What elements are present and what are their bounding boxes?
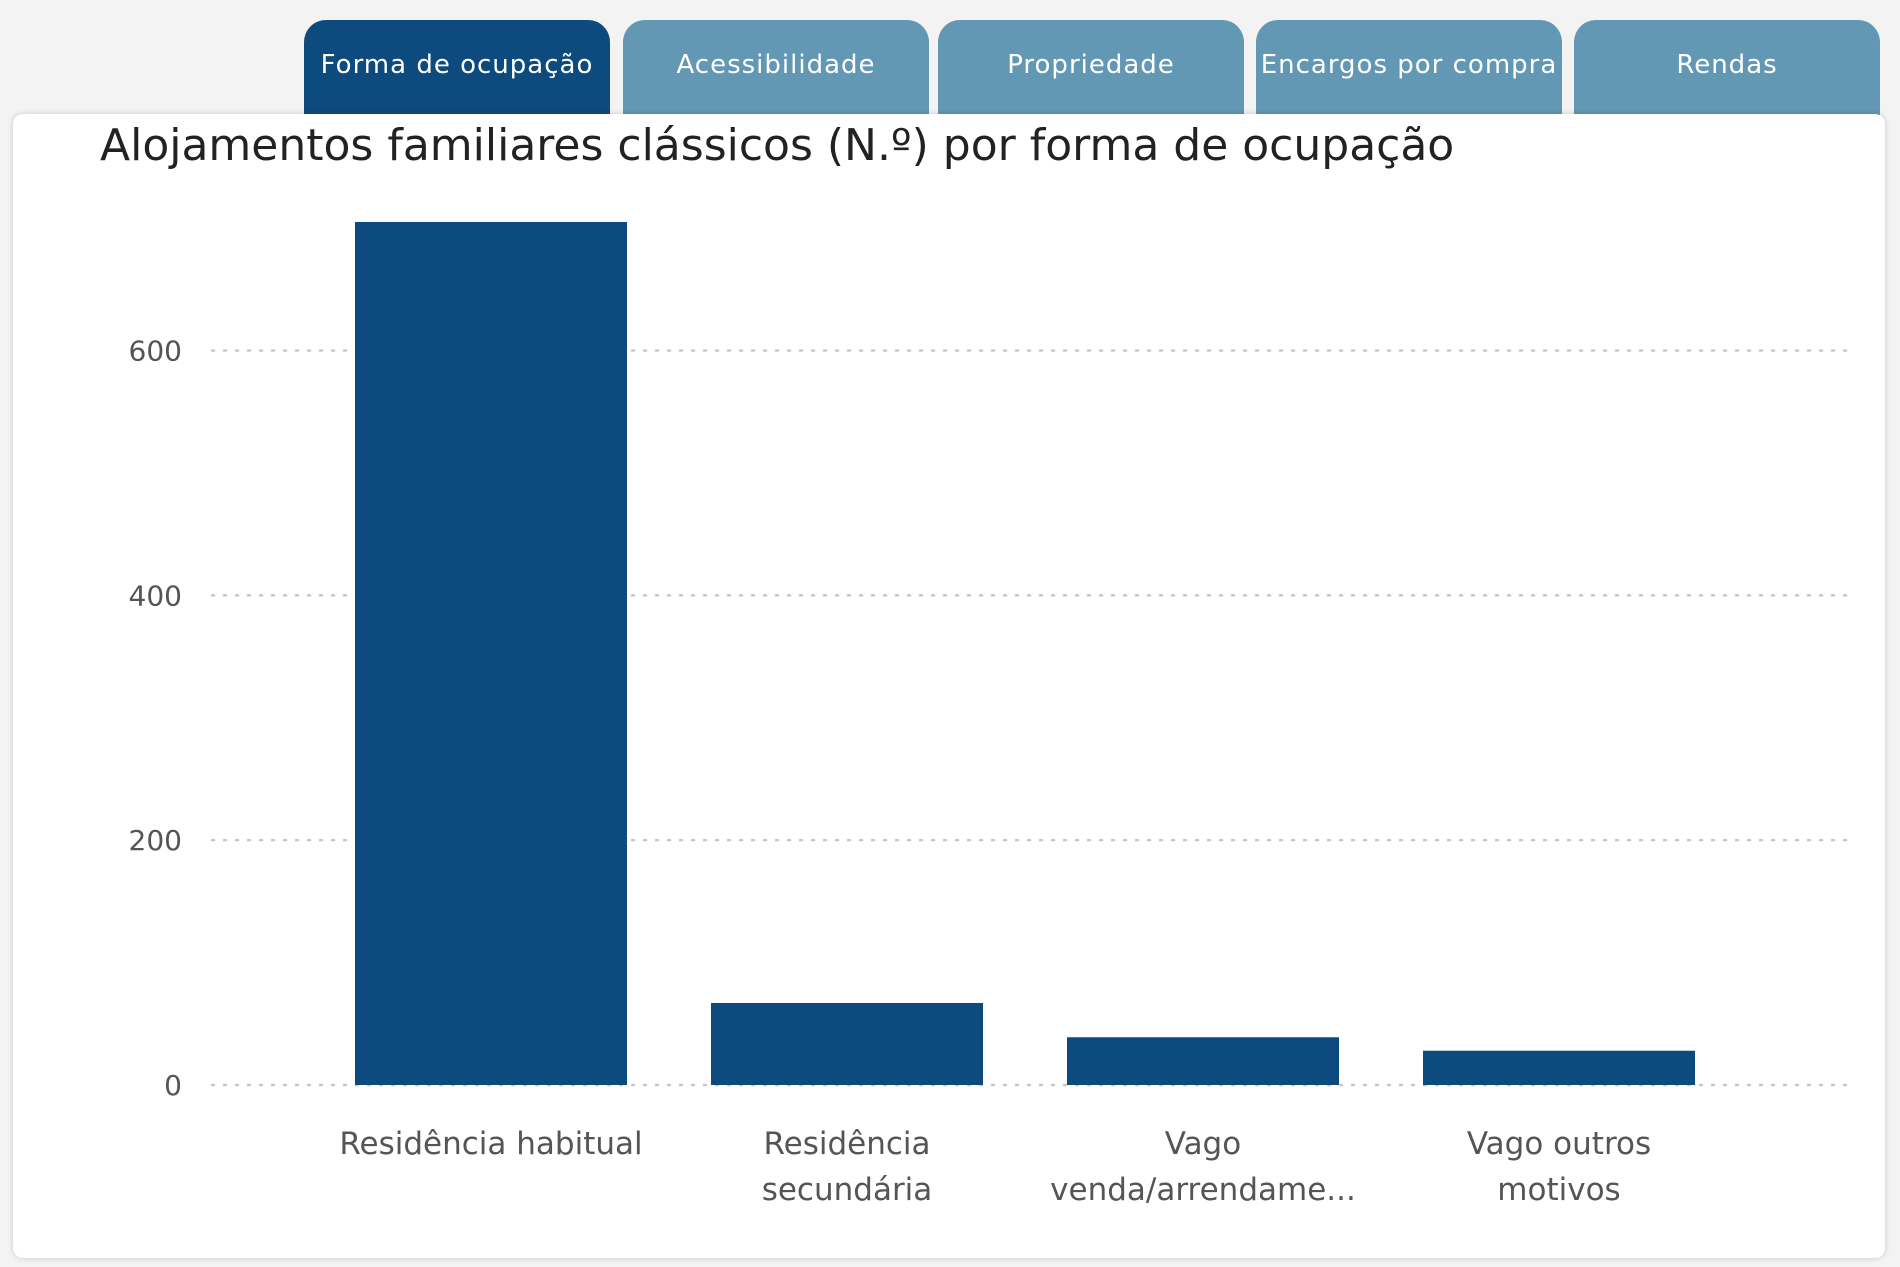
x-tick-label: Residência habitual xyxy=(339,1126,642,1162)
tab-forma-de-ocupacao[interactable]: Forma de ocupação xyxy=(304,20,610,116)
bar xyxy=(1423,1050,1695,1085)
y-tick-label: 400 xyxy=(129,579,182,612)
tab-label: Encargos por compra xyxy=(1260,50,1558,80)
tab-label: Rendas xyxy=(1676,50,1778,80)
x-tick-label: Residência xyxy=(763,1126,930,1162)
bar xyxy=(1067,1037,1339,1085)
tab-label: Forma de ocupação xyxy=(320,50,594,80)
y-tick-label: 600 xyxy=(129,335,182,368)
tab-label: Acessibilidade xyxy=(676,50,876,80)
x-tick-label: secundária xyxy=(762,1172,933,1208)
chart-title: Alojamentos familiares clássicos (N.º) p… xyxy=(100,120,1455,171)
tab-rendas[interactable]: Rendas xyxy=(1574,20,1880,116)
x-tick-label: Vago outros xyxy=(1467,1126,1651,1162)
tab-acessibilidade[interactable]: Acessibilidade xyxy=(623,20,929,116)
y-tick-label: 200 xyxy=(129,824,182,857)
y-tick-label: 0 xyxy=(164,1069,182,1102)
report-tabs: Forma de ocupação Acessibilidade Proprie… xyxy=(304,20,1880,116)
x-tick-label: motivos xyxy=(1497,1172,1620,1208)
bar xyxy=(711,1002,983,1085)
tab-label: Propriedade xyxy=(1007,50,1175,80)
tab-encargos-por-compra[interactable]: Encargos por compra xyxy=(1256,20,1562,116)
x-tick-label: Vago xyxy=(1165,1126,1241,1162)
bar xyxy=(355,222,627,1085)
x-tick-label: venda/arrendame... xyxy=(1050,1172,1356,1208)
tab-propriedade[interactable]: Propriedade xyxy=(938,20,1244,116)
